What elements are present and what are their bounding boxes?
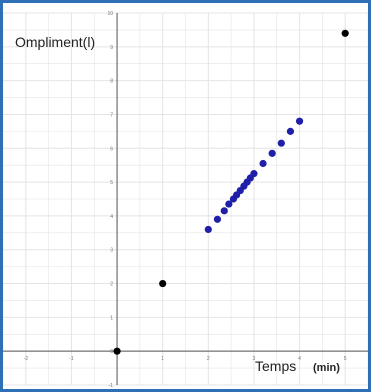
x-axis-unit: (min) — [313, 362, 340, 374]
data-points — [113, 29, 349, 355]
y-tick-label: 3 — [110, 248, 113, 254]
data-point — [341, 29, 349, 37]
y-tick-label: -1 — [109, 383, 114, 389]
data-point — [268, 149, 276, 157]
data-point — [225, 200, 233, 208]
y-tick-label: 10 — [108, 11, 114, 17]
data-point — [286, 127, 295, 135]
y-tick-label: 9 — [110, 45, 113, 51]
x-tick-label: 2 — [207, 356, 210, 362]
x-tick-label: -2 — [24, 356, 29, 362]
data-point — [204, 225, 212, 234]
data-point — [113, 347, 121, 355]
data-point — [277, 139, 285, 147]
y-axis-label: Ompliment(l) — [15, 34, 95, 50]
y-tick-label: 5 — [110, 180, 113, 186]
data-point — [159, 279, 167, 288]
x-tick-label: 3 — [253, 356, 256, 362]
y-tick-label: 6 — [110, 146, 113, 152]
x-tick-label: -1 — [69, 356, 74, 362]
data-point — [259, 159, 267, 168]
y-tick-label: 1 — [110, 315, 113, 321]
y-tick-label: 7 — [110, 112, 113, 118]
y-tick-label: 4 — [110, 214, 113, 220]
data-point — [250, 170, 258, 178]
data-point — [295, 117, 304, 125]
data-point — [220, 207, 228, 215]
scatter-chart: -2 -1 1 2 3 4 5 -1 0 1 2 3 4 5 6 7 8 9 10 Ompliment(l) Tem… — [3, 11, 368, 389]
y-tick-label: 2 — [110, 282, 113, 288]
y-tick-label: 0 — [110, 349, 113, 355]
x-tick-label: 4 — [298, 356, 301, 362]
x-tick-label: 5 — [344, 356, 347, 362]
x-tick-label: 1 — [161, 356, 164, 362]
data-point — [213, 215, 222, 223]
x-axis-label: Temps — [255, 358, 296, 374]
chart-axes — [3, 13, 368, 385]
chart-grid — [3, 12, 368, 386]
y-tick-label: 8 — [110, 79, 113, 85]
tick-labels: -2 -1 1 2 3 4 5 -1 0 1 2 3 4 5 6 7 8 9 10 — [24, 11, 347, 389]
